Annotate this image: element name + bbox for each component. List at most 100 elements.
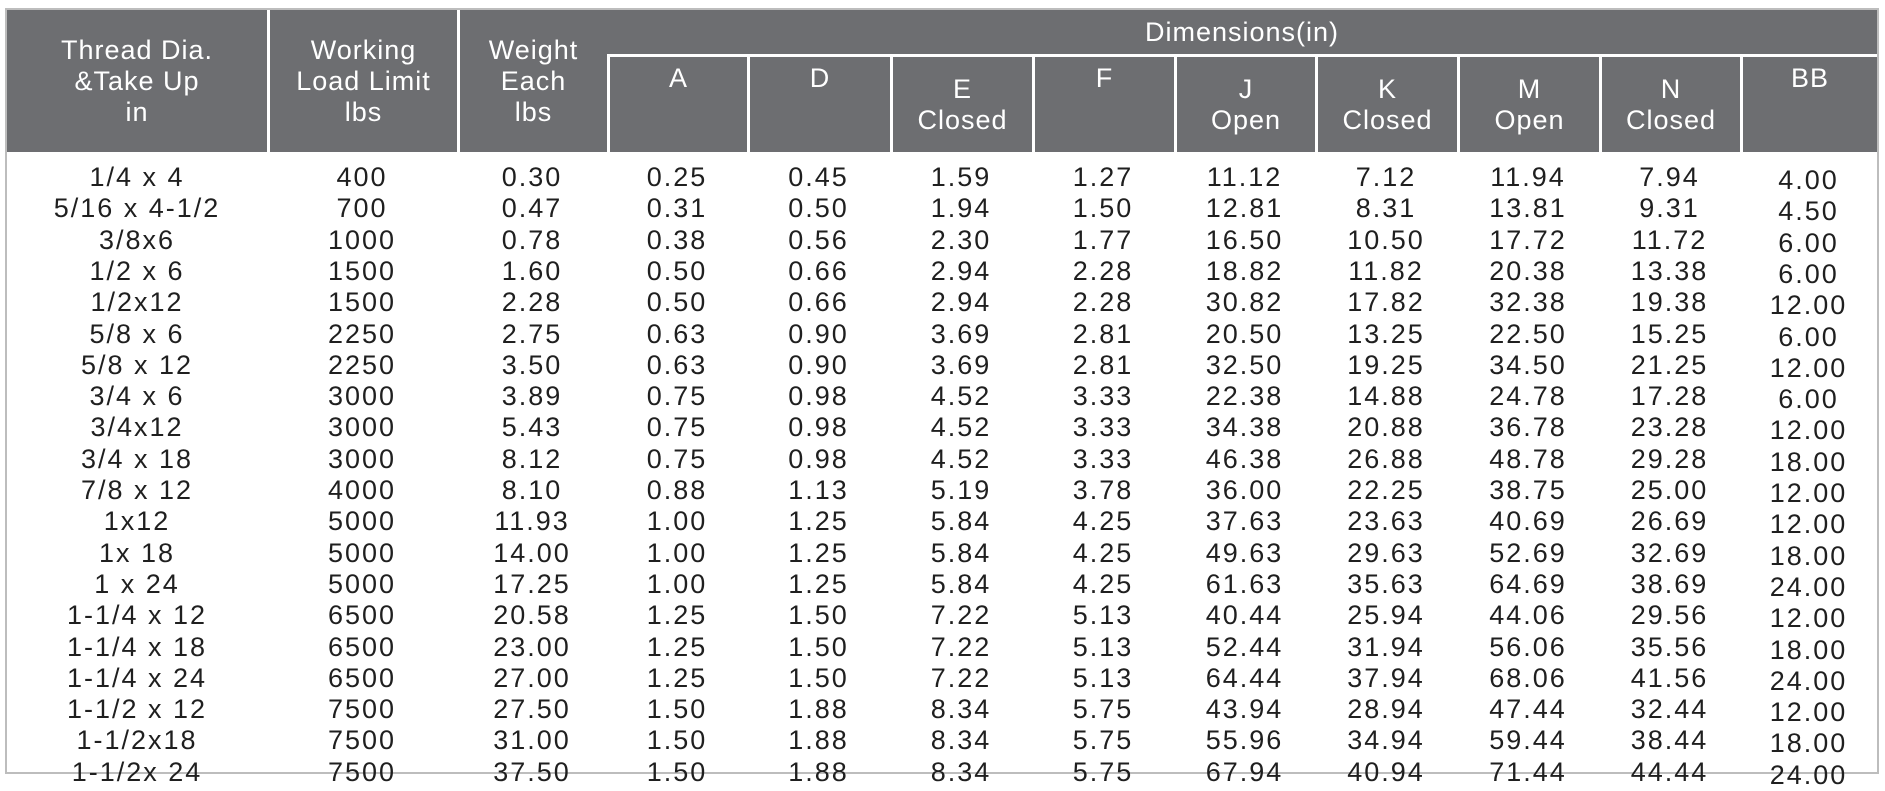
- table-cell: 16.50: [1205, 224, 1284, 255]
- table-cell: 7500: [327, 756, 397, 787]
- table-cell: 5/8 x 12: [80, 349, 194, 380]
- table-cell: 47.44: [1489, 694, 1567, 725]
- spec-table: Dimensions(in) Thread Dia. &Take Up in Worki…: [5, 8, 1879, 790]
- table-cell: 6.00: [1778, 258, 1839, 289]
- table-cell: 12.81: [1205, 193, 1284, 224]
- table-cell: 1.00: [646, 537, 708, 568]
- column-header: Working Load Limit lbs: [270, 10, 457, 152]
- header-line: lbs: [344, 96, 383, 127]
- table-cell: 5.43: [501, 412, 563, 443]
- table-cell: 0.90: [788, 318, 849, 349]
- table-cell: 0.50: [788, 193, 849, 224]
- column-header: D: [750, 57, 890, 152]
- header-line: E: [952, 73, 972, 104]
- table-cell: 1-1/2x18: [76, 725, 198, 756]
- table-cell: 7.22: [930, 662, 992, 693]
- table-cell: 9.31: [1639, 193, 1700, 224]
- table-cell: 46.38: [1205, 443, 1284, 474]
- table-cell: 5.13: [1072, 662, 1134, 693]
- table-cell: 5000: [327, 568, 397, 599]
- table-cell: 34.94: [1347, 725, 1425, 756]
- table-cell: 13.38: [1630, 255, 1709, 286]
- table-cell: 12.00: [1769, 352, 1848, 383]
- table-cell: 0.66: [788, 287, 849, 318]
- table-cell: 12.00: [1769, 415, 1848, 446]
- table-cell: 18.00: [1769, 728, 1848, 759]
- table-cell: 18.00: [1769, 540, 1848, 571]
- table-cell: 3/4 x 18: [80, 443, 194, 474]
- table-cell: 27.00: [493, 662, 571, 693]
- header-line: D: [809, 63, 831, 93]
- table-cell: 1x12: [103, 506, 171, 537]
- table-cell: 38.69: [1630, 568, 1709, 599]
- column-header: K Closed: [1318, 57, 1457, 152]
- table-cell: 3000: [327, 412, 397, 443]
- table-cell: 1.25: [788, 506, 849, 537]
- header-line: J: [1238, 73, 1254, 104]
- table-cell: 19.38: [1630, 287, 1709, 318]
- table-cell: 4.00: [1778, 165, 1839, 195]
- header-line: lbs: [514, 96, 553, 127]
- table-cell: 1.00: [646, 506, 708, 537]
- table-cell: 0.98: [788, 443, 849, 474]
- table-cell: 61.63: [1205, 568, 1284, 599]
- table-cell: 5.75: [1072, 694, 1134, 725]
- table-cell: 11.94: [1490, 162, 1566, 192]
- table-cell: 1.60: [501, 255, 563, 286]
- table-cell: 40.44: [1205, 600, 1284, 631]
- table-cell: 0.75: [646, 443, 708, 474]
- table-cell: 19.25: [1347, 349, 1425, 380]
- table-cell: 12.00: [1769, 290, 1848, 321]
- header-line: F: [1095, 63, 1114, 93]
- table-cell: 2.28: [1072, 255, 1134, 286]
- table-cell: 5000: [327, 537, 397, 568]
- table-cell: 6500: [327, 662, 397, 693]
- table-cell: 4000: [327, 475, 397, 505]
- table-cell: 0.45: [788, 162, 849, 192]
- table-cell: 18.00: [1769, 446, 1848, 477]
- table-cell: 64.69: [1489, 568, 1567, 599]
- table-cell: 59.44: [1489, 725, 1567, 756]
- header-line: Closed: [1342, 104, 1433, 135]
- table-cell: 7500: [327, 694, 397, 725]
- table-cell: 5.19: [930, 475, 992, 505]
- table-cell: 1.13: [788, 475, 849, 505]
- table-cell: 2250: [327, 349, 397, 380]
- table-cell: 0.31: [646, 193, 708, 224]
- header-line: Thread Dia.: [60, 34, 214, 65]
- table-cell: 13.81: [1489, 193, 1567, 224]
- table-cell: 55.96: [1205, 725, 1284, 756]
- table-cell: 2.75: [501, 318, 563, 349]
- table-cell: 14.88: [1347, 381, 1425, 412]
- table-cell: 64.44: [1205, 662, 1284, 693]
- table-cell: 0.38: [646, 224, 708, 255]
- table-cell: 0.98: [788, 412, 849, 443]
- table-cell: 35.56: [1630, 631, 1709, 662]
- table-cell: 1-1/4 x 18: [66, 631, 208, 662]
- table-cell: 6.00: [1778, 321, 1839, 352]
- table-cell: 5.84: [930, 568, 992, 599]
- table-cell: 8.34: [930, 725, 992, 756]
- header-line: in: [125, 96, 149, 127]
- header-line: N: [1660, 73, 1682, 104]
- table-cell: 5.84: [930, 506, 992, 537]
- table-cell: 6500: [327, 600, 397, 631]
- table-cell: 24.00: [1769, 665, 1848, 696]
- table-cell: 23.63: [1347, 506, 1425, 537]
- header-line: Each: [500, 65, 567, 96]
- header-line: M: [1517, 73, 1542, 104]
- table-cell: 40.94: [1347, 756, 1425, 787]
- table-cell: 1-1/4 x 24: [66, 662, 208, 693]
- table-cell: 71.44: [1489, 756, 1567, 787]
- table-cell: 22.38: [1205, 381, 1284, 412]
- column-header: Weight Each lbs: [460, 10, 607, 152]
- table-cell: 0.25: [646, 162, 708, 192]
- table-cell: 1.50: [646, 694, 708, 725]
- table-cell: 31.00: [493, 725, 571, 756]
- table-cell: 1-1/4 x 12: [66, 600, 208, 631]
- header-line: Working: [310, 34, 417, 65]
- table-cell: 3.33: [1072, 381, 1134, 412]
- table-cell: 8.12: [501, 443, 563, 474]
- table-cell: 38.44: [1630, 725, 1709, 756]
